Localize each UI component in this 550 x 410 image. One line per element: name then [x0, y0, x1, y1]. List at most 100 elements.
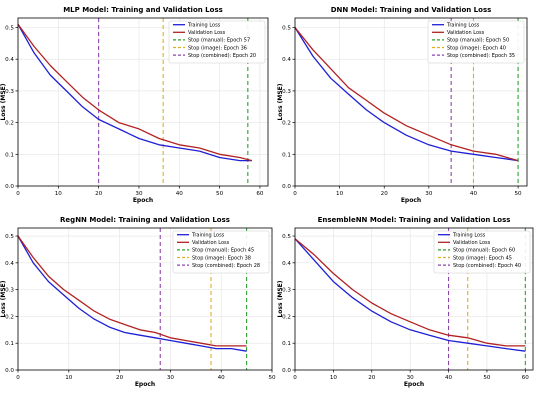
legend-label: Stop (manual): Epoch 57 — [188, 38, 250, 44]
y-axis-label: Loss (MSE) — [277, 83, 284, 120]
axes-frame — [294, 17, 528, 187]
chart-panel-4: 0 10 20 30 40 50 60 0.0 0.1 0.2 0.3 0.4 0.5 EnsembleN… — [277, 216, 534, 388]
x-tick-label: 60 — [522, 375, 530, 381]
y-tick-label: 0.1 — [282, 341, 291, 347]
legend-label: Stop (manual): Epoch 45 — [192, 248, 254, 254]
series-line-validation — [17, 235, 247, 347]
y-tick-label: 0.5 — [282, 234, 291, 240]
chart-title: RegNN Model: Training and Validation Los… — [60, 216, 230, 224]
y-tick-label: 0.4 — [282, 57, 291, 63]
y-tick-label: 0.1 — [5, 341, 14, 347]
x-tick-label: 0 — [16, 191, 20, 197]
legend-label: Validation Loss — [188, 30, 226, 36]
series-line-validation — [294, 238, 526, 347]
chart-panel-3: 0 10 20 30 40 50 0.0 0.1 0.2 0.3 0.4 0.5 RegNN Model… — [0, 216, 276, 388]
x-axis-label: Epoch — [133, 197, 153, 204]
y-tick-label: 0.0 — [5, 368, 14, 374]
y-axis-label: Loss (MSE) — [0, 83, 7, 120]
x-tick-label: 10 — [55, 191, 63, 197]
legend-label: Validation Loss — [447, 30, 485, 36]
x-tick-label: 30 — [167, 375, 175, 381]
x-tick-label: 0 — [16, 375, 20, 381]
chart-panel-2: 0 10 20 30 40 50 0.0 0.1 0.2 0.3 0.4 0.5 DNN Model: … — [277, 6, 528, 204]
legend-label: Stop (image): Epoch 40 — [447, 45, 506, 51]
x-tick-label: 0 — [293, 375, 297, 381]
series-line-validation — [17, 23, 253, 162]
axes-frame — [294, 227, 534, 371]
y-tick-label: 0.3 — [5, 288, 14, 294]
y-tick-label: 0.3 — [5, 89, 14, 95]
y-tick-label: 0.4 — [282, 261, 291, 267]
y-tick-label: 0.2 — [5, 121, 14, 127]
legend-box — [427, 20, 525, 64]
legend-label: Training Loss — [452, 233, 486, 239]
y-tick-label: 0.5 — [5, 234, 14, 240]
x-tick-label: 40 — [218, 375, 226, 381]
y-tick-label: 0.2 — [282, 121, 291, 127]
x-tick-label: 50 — [268, 375, 276, 381]
x-tick-label: 20 — [95, 191, 103, 197]
legend-label: Stop (image): Epoch 38 — [192, 255, 251, 261]
x-tick-label: 50 — [216, 191, 224, 197]
legend-label: Validation Loss — [453, 240, 491, 246]
x-tick-label: 30 — [407, 375, 415, 381]
series-line-validation — [294, 27, 519, 162]
legend-label: Stop (image): Epoch 36 — [188, 45, 247, 51]
chart-panel-1: 0 10 20 30 40 50 60 0.0 0.1 0.2 0.3 0.4 0.5 MLP Model… — [0, 6, 269, 204]
y-tick-label: 0.4 — [5, 57, 14, 63]
legend-label: Training Loss — [191, 233, 225, 239]
x-tick-label: 50 — [515, 191, 523, 197]
x-axis-label: Epoch — [404, 381, 424, 388]
x-tick-label: 50 — [483, 375, 491, 381]
legend-label: Stop (manual): Epoch 50 — [447, 38, 509, 44]
legend-label: Training Loss — [187, 23, 221, 29]
y-tick-label: 0.4 — [5, 261, 14, 267]
chart-title: MLP Model: Training and Validation Loss — [63, 6, 223, 14]
x-tick-label: 40 — [470, 191, 478, 197]
x-tick-label: 30 — [135, 191, 143, 197]
y-tick-label: 0.5 — [282, 26, 291, 32]
x-axis-label: Epoch — [135, 381, 155, 388]
x-tick-label: 40 — [176, 191, 184, 197]
x-tick-label: 30 — [425, 191, 433, 197]
x-tick-label: 10 — [330, 375, 338, 381]
y-tick-label: 0.0 — [282, 184, 291, 190]
y-tick-label: 0.1 — [5, 152, 14, 158]
legend-box — [172, 230, 270, 274]
x-tick-label: 10 — [336, 191, 344, 197]
y-tick-label: 0.2 — [5, 314, 14, 320]
y-tick-label: 0.0 — [282, 368, 291, 374]
series-line-training — [294, 27, 519, 162]
x-axis-label: Epoch — [401, 197, 421, 204]
legend-label: Stop (image): Epoch 45 — [453, 255, 512, 261]
axes-frame — [17, 227, 273, 371]
x-tick-label: 0 — [293, 191, 297, 197]
x-tick-label: 20 — [116, 375, 124, 381]
y-axis-label: Loss (MSE) — [0, 280, 7, 317]
legend-label: Stop (combined): Epoch 35 — [447, 53, 515, 59]
axes-frame — [17, 17, 269, 187]
legend-label: Stop (combined): Epoch 40 — [453, 263, 521, 269]
y-tick-label: 0.1 — [282, 152, 291, 158]
series-line-training — [17, 23, 252, 162]
y-tick-label: 0.2 — [282, 314, 291, 320]
x-tick-label: 10 — [65, 375, 73, 381]
y-axis-label: Loss (MSE) — [277, 280, 284, 317]
legend-label: Stop (combined): Epoch 20 — [188, 53, 256, 59]
y-tick-label: 0.5 — [5, 26, 14, 32]
x-tick-label: 40 — [445, 375, 453, 381]
y-tick-label: 0.0 — [5, 184, 14, 190]
x-tick-label: 60 — [256, 191, 264, 197]
x-tick-label: 20 — [381, 191, 389, 197]
legend-label: Training Loss — [446, 23, 480, 29]
chart-title: EnsembleNN Model: Training and Validatio… — [318, 216, 511, 224]
x-tick-label: 20 — [368, 375, 376, 381]
series-line-training — [17, 235, 247, 352]
legend-label: Validation Loss — [192, 240, 230, 246]
legend-box — [168, 20, 266, 64]
